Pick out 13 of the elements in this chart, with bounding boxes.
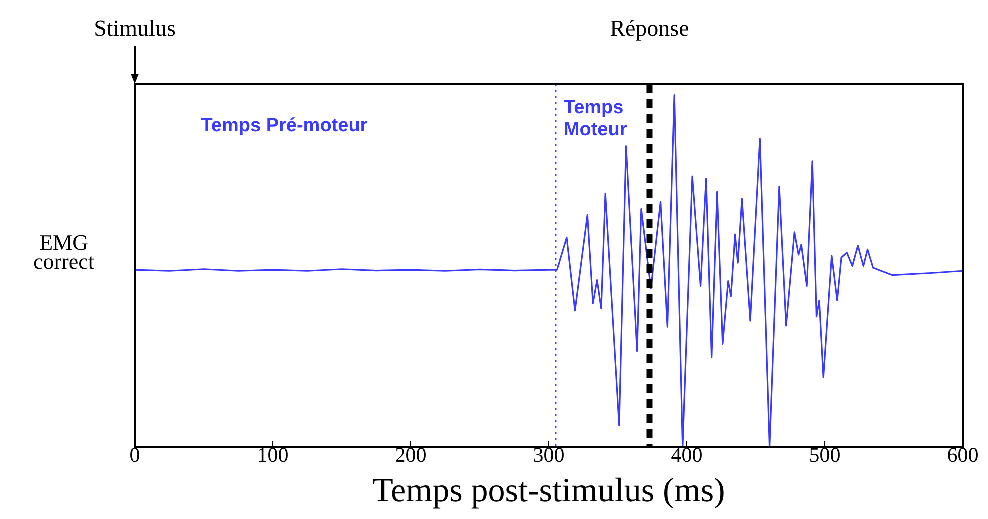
x-tick-label: 500 [809,443,841,468]
y-axis-title: EMG correct [33,230,95,274]
x-tick-label: 0 [130,443,140,468]
x-tick-label: 300 [533,443,565,468]
x-tick-label: 100 [257,443,289,468]
text: Stimulus [94,16,176,41]
x-tick-label: 600 [947,443,979,468]
x-axis-title: Temps post-stimulus (ms) [372,472,726,510]
x-tick-label: 400 [671,443,703,468]
ref-line-label: Réponse [610,16,690,41]
x-tick-label: 200 [395,443,427,468]
annotation: Temps Pré-moteur [201,115,368,136]
annotation: Temps Moteur [564,97,628,140]
